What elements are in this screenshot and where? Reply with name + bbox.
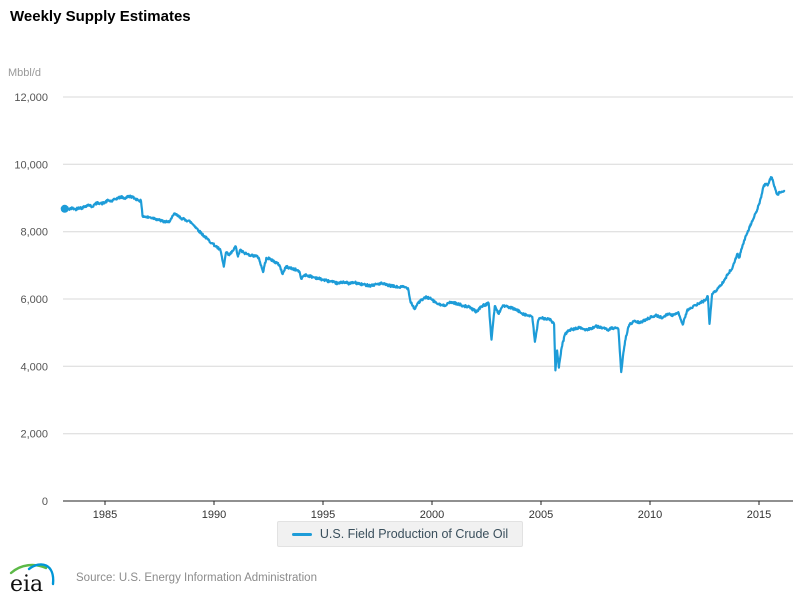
- y-axis-tick-label: 4,000: [20, 361, 48, 373]
- y-axis-tick-label: 6,000: [20, 294, 48, 306]
- x-axis-tick-label: 1985: [93, 509, 117, 520]
- eia-logo-green-arc-icon: [9, 563, 48, 575]
- legend-item-crude-oil[interactable]: U.S. Field Production of Crude Oil: [276, 521, 524, 547]
- x-axis-tick-label: 2010: [638, 509, 662, 520]
- y-axis-tick-label: 0: [42, 496, 48, 508]
- legend-row: U.S. Field Production of Crude Oil: [0, 521, 800, 547]
- chart-canvas: Mbbl/d 0 2,000 4,000 6,000 8,000 10,000 12,000…: [8, 67, 793, 520]
- x-axis-tick-label: 1990: [202, 509, 226, 520]
- x-axis-tick-label: 1995: [311, 509, 335, 520]
- x-axis-tick-label: 2005: [529, 509, 553, 520]
- page-title: Weekly Supply Estimates: [10, 8, 191, 25]
- gridlines-layer: 0 2,000 4,000 6,000 8,000 10,000 12,000: [14, 92, 793, 508]
- x-axis-tick-label: 2015: [747, 509, 771, 520]
- eia-logo-text: eia: [10, 572, 43, 597]
- y-axis-tick-label: 2,000: [20, 429, 48, 441]
- footer: eia Source: U.S. Energy Information Admi…: [0, 556, 800, 600]
- y-axis-tick-label: 8,000: [20, 227, 48, 239]
- series-layer: [60, 176, 786, 374]
- source-text: Source: U.S. Energy Information Administ…: [76, 572, 317, 584]
- y-axis-unit-label: Mbbl/d: [8, 67, 41, 79]
- eia-logo-blue-arc-icon: [27, 563, 55, 586]
- series-line-crude-oil: [63, 176, 786, 374]
- legend-label: U.S. Field Production of Crude Oil: [319, 527, 509, 541]
- axis-layer: 1985 1990 1995 2000 2005 2010 2015: [63, 500, 793, 520]
- series-start-marker: [60, 204, 69, 213]
- series-color-dash-icon: [291, 532, 312, 536]
- eia-logo[interactable]: eia: [8, 559, 62, 597]
- y-axis-tick-label: 12,000: [14, 92, 48, 104]
- y-axis-tick-label: 10,000: [14, 159, 48, 171]
- x-axis-tick-label: 2000: [420, 509, 444, 520]
